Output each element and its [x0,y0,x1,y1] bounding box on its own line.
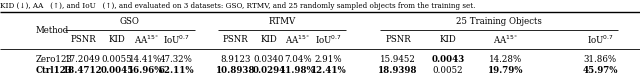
Text: 14.41%: 14.41% [129,55,163,64]
Text: 11.98%: 11.98% [280,66,316,75]
Text: KID: KID [440,35,456,44]
Text: 14.28%: 14.28% [489,55,522,64]
Text: KID: KID [260,35,277,44]
Text: 18.9398: 18.9398 [378,66,418,75]
Text: 2.91%: 2.91% [314,55,342,64]
Text: 19.79%: 19.79% [488,66,524,75]
Text: PSNR: PSNR [70,35,96,44]
Text: 0.0045: 0.0045 [100,66,134,75]
Text: 0.0340: 0.0340 [253,55,284,64]
Text: 47.32%: 47.32% [160,55,193,64]
Text: 62.11%: 62.11% [159,66,195,75]
Text: 45.97%: 45.97% [582,66,618,75]
Text: 8.9123: 8.9123 [220,55,251,64]
Text: 0.0055: 0.0055 [102,55,132,64]
Text: IoU$^{0.7}$: IoU$^{0.7}$ [587,34,614,46]
Text: GSO: GSO [120,17,140,26]
Text: KID (↓), AA   (↑), and IoU   (↑), and evaluated on 3 datasets: GSO, RTMV, and 25: KID (↓), AA (↑), and IoU (↑), and evalua… [0,2,476,10]
Text: 10.8938: 10.8938 [216,66,255,75]
Text: Method: Method [35,26,68,35]
Text: AA$^{15°}$: AA$^{15°}$ [493,34,518,46]
Text: PSNR: PSNR [385,35,411,44]
Text: KID: KID [109,35,125,44]
Text: PSNR: PSNR [223,35,248,44]
Text: 18.4712: 18.4712 [63,66,103,75]
Text: AA$^{15°}$: AA$^{15°}$ [285,34,310,46]
Text: 0.0052: 0.0052 [433,66,463,75]
Text: 12.41%: 12.41% [310,66,346,75]
Text: 0.0043: 0.0043 [431,55,465,64]
Text: IoU$^{0.7}$: IoU$^{0.7}$ [315,34,342,46]
Text: 17.2049: 17.2049 [65,55,101,64]
Text: 16.96%: 16.96% [128,66,164,75]
Text: IoU$^{0.7}$: IoU$^{0.7}$ [163,34,190,46]
Text: 25 Training Objects: 25 Training Objects [456,17,542,26]
Text: 7.04%: 7.04% [284,55,312,64]
Text: 0.0294: 0.0294 [252,66,285,75]
Text: Ctrl123: Ctrl123 [35,66,72,75]
Text: RTMV: RTMV [268,17,296,26]
Text: Zero123: Zero123 [35,55,72,64]
Text: AA$^{15°}$: AA$^{15°}$ [134,34,158,46]
Text: 31.86%: 31.86% [584,55,617,64]
Text: 15.9452: 15.9452 [380,55,416,64]
